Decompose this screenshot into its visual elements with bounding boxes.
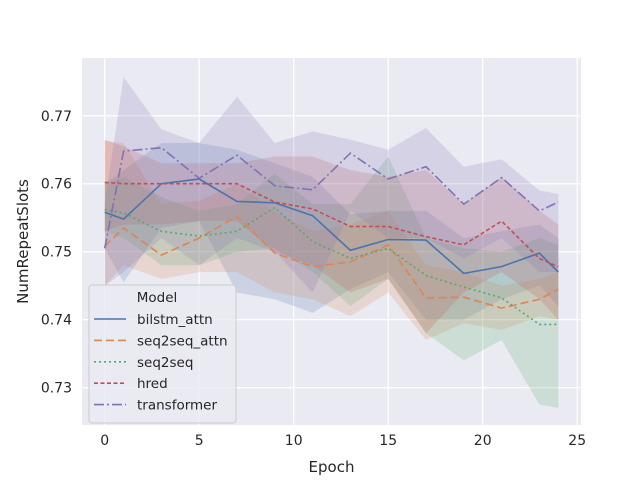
band-bilstm_attn xyxy=(104,143,559,320)
y-axis-ticks: 0.73 0.74 0.75 0.76 0.77 xyxy=(41,109,72,397)
confidence-bands xyxy=(104,77,559,408)
y-tick-label: 0.75 xyxy=(41,245,72,261)
legend-label-hred: hred xyxy=(137,376,168,392)
series-lines xyxy=(103,146,559,326)
line-transformer xyxy=(103,146,559,249)
band-seq2seq xyxy=(104,156,559,408)
x-tick-label: 5 xyxy=(195,433,204,449)
y-tick-label: 0.77 xyxy=(41,109,72,125)
y-axis-label: NumRepeatSlots xyxy=(14,179,32,304)
legend-label-seq2seq_attn: seq2seq_attn xyxy=(137,333,228,349)
legend: Model bilstm_attn seq2seq_attn seq2seq hred… xyxy=(88,284,237,424)
y-tick-label: 0.73 xyxy=(41,381,72,397)
legend-title: Model xyxy=(137,290,178,306)
y-tick-label: 0.74 xyxy=(41,313,72,329)
line-bilstm_attn xyxy=(104,178,559,275)
band-seq2seq_attn xyxy=(104,140,559,340)
x-tick-label: 15 xyxy=(379,433,397,449)
line-seq2seq_attn xyxy=(104,215,559,309)
legend-label-seq2seq: seq2seq xyxy=(137,355,193,371)
x-tick-label: 20 xyxy=(474,433,492,449)
x-axis-ticks: 0 5 10 15 20 25 xyxy=(100,433,586,449)
x-axis-label: Epoch xyxy=(309,458,355,476)
x-tick-label: 0 xyxy=(100,433,109,449)
x-tick-label: 25 xyxy=(568,433,586,449)
legend-items: bilstm_attn seq2seq_attn seq2seq hred transf… xyxy=(94,312,228,414)
legend-label-bilstm_attn: bilstm_attn xyxy=(137,312,213,328)
band-transformer xyxy=(104,77,559,293)
x-tick-label: 10 xyxy=(285,433,303,449)
y-tick-label: 0.76 xyxy=(41,177,72,193)
band-hred xyxy=(104,139,559,334)
legend-label-transformer: transformer xyxy=(137,398,217,414)
